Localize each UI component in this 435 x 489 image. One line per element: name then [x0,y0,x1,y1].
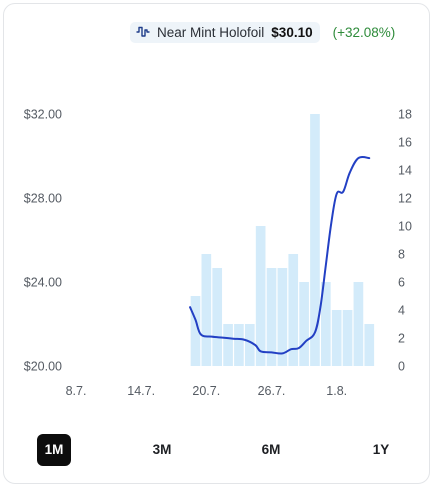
volume-bar [353,282,364,366]
volume-bar [223,324,233,366]
range-button-6m[interactable]: 6M [261,442,281,457]
volume-bars [190,114,375,366]
right-tick-label: 14 [398,164,412,178]
range-button-3m[interactable]: 3M [152,442,172,457]
price-line [189,155,371,355]
volume-bar [321,282,331,366]
volume-bar [234,324,244,366]
volume-bar [299,282,309,366]
right-tick-label: 4 [398,304,405,318]
legend-price: $30.10 [271,24,313,40]
price-change: (+32.08%) [332,24,396,40]
price-line-layer [189,155,371,355]
right-axis: 0 2 4 6 8 10 12 14 16 18 [398,108,412,374]
left-tick-label: $32.00 [24,108,62,122]
left-tick-label: $24.00 [24,276,62,290]
right-tick-label: 0 [398,360,405,374]
volume-bar [342,310,353,366]
price-history-chart: $20.00 $24.00 $28.00 $32.00 0 2 4 6 8 10 12 14 16 18… [24,108,412,399]
right-tick-label: 18 [398,108,412,122]
left-tick-label: $20.00 [24,360,62,374]
range-button-1y[interactable]: 1Y [372,442,390,457]
volume-bar [212,268,223,366]
right-tick-label: 10 [398,220,412,234]
volume-bar [288,254,299,366]
x-tick-label: 20.7. [192,384,220,398]
price-chart-card [3,3,430,484]
right-tick-label: 6 [398,276,405,290]
volume-bar [255,226,266,366]
volume-bar [277,268,288,366]
volume-bar [190,296,201,366]
right-tick-label: 2 [398,332,405,346]
right-tick-label: 8 [398,248,405,262]
x-axis: 8.7. 14.7. 20.7. 26.7. 1.8. [66,384,348,398]
volume-bar [244,324,255,366]
right-tick-label: 12 [398,192,412,206]
x-tick-label: 14.7. [127,384,155,398]
volume-bar [364,324,375,366]
volume-bar [201,254,212,366]
x-tick-label: 8.7. [66,384,87,398]
volume-bar [310,114,320,366]
volume-bar [266,268,277,366]
x-tick-label: 1.8. [326,384,347,398]
volume-bar [331,310,342,366]
legend-label: Near Mint Holofoil [157,24,265,40]
line-chart-icon [136,26,150,37]
left-axis: $20.00 $24.00 $28.00 $32.00 [24,108,62,374]
left-tick-label: $28.00 [24,192,62,206]
x-tick-label: 26.7. [258,384,286,398]
chart-legend: Near Mint Holofoil $30.10 (+32.08%) [130,20,395,44]
range-button-1m[interactable]: 1M [37,434,71,466]
right-tick-label: 16 [398,136,412,150]
range-selector: 1M 3M 6M 1Y [0,434,435,468]
legend-chip[interactable]: Near Mint Holofoil $30.10 [130,21,320,43]
